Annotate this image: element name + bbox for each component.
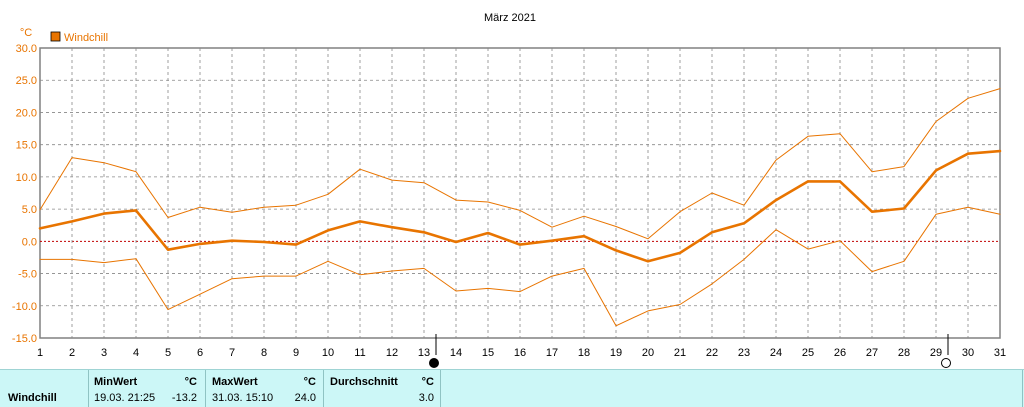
divider [440, 370, 441, 407]
windchill-chart: März 2021 °C Windchill 30.025.020.015.01… [12, 12, 1006, 368]
x-tick-label: 13 [418, 347, 430, 359]
x-tick-label: 17 [546, 347, 558, 359]
x-tick-label: 28 [898, 347, 910, 359]
x-tick-label: 16 [514, 347, 526, 359]
x-tick-label: 12 [386, 347, 398, 359]
min-unit: °C [184, 376, 197, 388]
x-tick-label: 29 [930, 347, 942, 359]
y-tick-label: 0.0 [22, 236, 37, 248]
stats-row-label-cell: Windchill [0, 370, 88, 407]
x-tick-label: 24 [770, 347, 782, 359]
x-tick-label: 19 [610, 347, 622, 359]
divider [88, 370, 89, 407]
series-lines [38, 88, 1002, 327]
x-tick-label: 2 [69, 347, 75, 359]
avg-header: Durchschnitt [330, 376, 398, 388]
x-tick-label: 5 [165, 347, 171, 359]
x-tick-label: 4 [133, 347, 139, 359]
divider [323, 370, 324, 407]
x-tick-label: 25 [802, 347, 814, 359]
divider [1022, 370, 1023, 407]
y-tick-label: 15.0 [16, 140, 37, 152]
x-tick-label: 23 [738, 347, 750, 359]
x-tick-label: 22 [706, 347, 718, 359]
avg-value: 3.0 [418, 392, 434, 404]
x-tick-label: 18 [578, 347, 590, 359]
x-tick-label: 3 [101, 347, 107, 359]
stats-row-label: Windchill [8, 392, 57, 404]
x-tick-label: 30 [962, 347, 974, 359]
new-moon-icon [429, 358, 439, 368]
x-tick-label: 20 [642, 347, 654, 359]
statistics-table: Windchill MinWert °C 19.03. 21:25 -13.2 … [0, 369, 1024, 407]
x-tick-label: 6 [197, 347, 203, 359]
min-header: MinWert [94, 376, 138, 388]
min-cell: MinWert °C 19.03. 21:25 -13.2 [89, 370, 205, 407]
y-tick-label: -10.0 [12, 301, 37, 313]
avg-unit: °C [421, 376, 434, 388]
full-moon-icon [941, 358, 951, 368]
x-tick-label: 11 [354, 347, 365, 359]
axes: 30.0 25.0 20.0 15.0 10.0 5.0 0.0 -5.0 -10.0 -15.0… [12, 43, 1006, 368]
x-tick-label: 31 [994, 347, 1006, 359]
y-tick-label: -5.0 [18, 269, 37, 281]
y-tick-label: 30.0 [16, 43, 37, 55]
x-tick-label: 14 [450, 347, 462, 359]
x-tick-label: 8 [261, 347, 267, 359]
max-unit: °C [303, 376, 316, 388]
series-line-envelope [39, 206, 1001, 327]
y-tick-label: -15.0 [12, 333, 37, 345]
x-tick-label: 26 [834, 347, 846, 359]
y-tick-label: 20.0 [16, 107, 37, 119]
max-time: 31.03. 15:10 [212, 392, 274, 404]
x-tick-label: 27 [866, 347, 878, 359]
divider [205, 370, 206, 407]
legend-label: Windchill [64, 32, 108, 44]
legend-swatch [50, 31, 61, 42]
series-line-windchill [38, 149, 1002, 263]
x-tick-label: 7 [229, 347, 235, 359]
avg-cell: Durchschnitt °C 3.0 [324, 370, 440, 407]
max-header: MaxWert [212, 376, 258, 388]
x-tick-label: 1 [37, 347, 43, 359]
max-cell: MaxWert °C 31.03. 15:10 24.0 [206, 370, 322, 407]
y-tick-label: 25.0 [16, 75, 37, 87]
max-value: 24.0 [294, 392, 316, 404]
x-tick-label: 10 [322, 347, 334, 359]
series-line-envelope [39, 88, 1001, 240]
chart-title: März 2021 [484, 12, 536, 24]
y-unit-label: °C [20, 27, 32, 39]
y-tick-label: 10.0 [16, 172, 37, 184]
grid [39, 47, 1001, 339]
y-tick-label: 5.0 [22, 204, 37, 216]
x-tick-label: 9 [293, 347, 299, 359]
x-tick-label: 21 [674, 347, 686, 359]
min-value: -13.2 [171, 392, 197, 404]
min-time: 19.03. 21:25 [94, 392, 156, 404]
x-tick-label: 15 [482, 347, 494, 359]
